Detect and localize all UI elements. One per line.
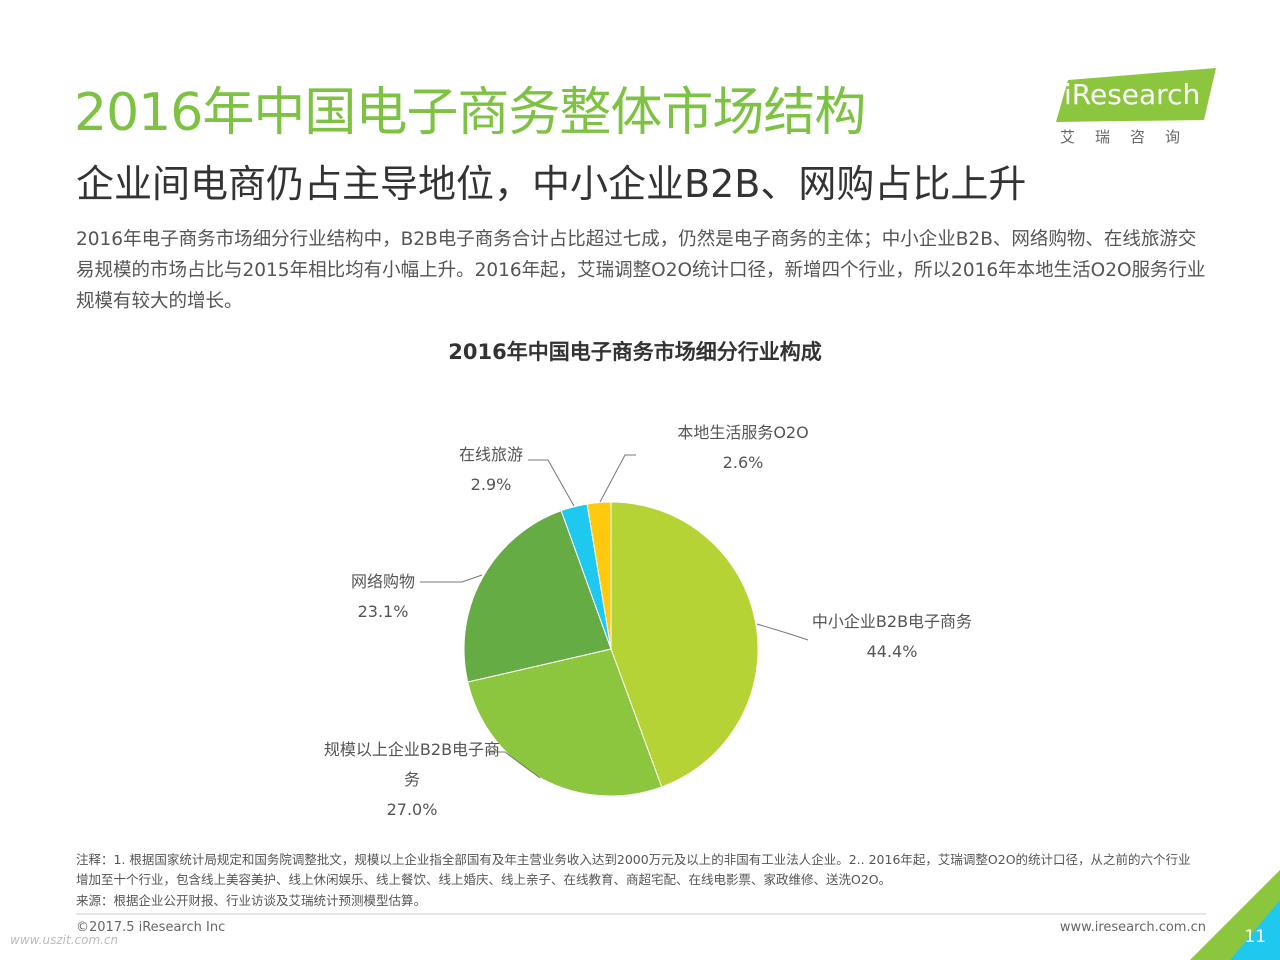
slice-label: 本地生活服务O2O [677,423,809,442]
chart-title: 2016年中国电子商务市场细分行业构成 [448,340,822,364]
page-number: 11 [1244,927,1266,947]
leader-line [486,751,541,779]
slice-label: 规模以上企业B2B电子商务 [323,740,501,789]
pie-slice [610,501,759,788]
slice-value: 2.6% [722,453,764,472]
slice-label: 中小企业B2B电子商务 [811,612,973,631]
title: 2016年中国电子商务整体市场结构 [74,83,866,143]
copyright: ©2017.5 iResearch Inc [76,920,226,935]
slice-value: 27.0% [386,800,438,819]
pie-slice [463,510,612,683]
slice-value: 44.4% [866,642,918,661]
pie [420,454,809,797]
leader-line [420,574,483,583]
leader-line [528,459,575,507]
pie-slice [467,648,663,797]
slice-value: 23.1% [357,602,409,621]
leader-line [756,623,809,641]
watermark: www.uszit.com.cn [10,933,119,947]
subtitle: 企业间电商仍占主导地位，中小企业B2B、网购占比上升 [76,162,1027,206]
logo-text: iResearch [1064,78,1201,111]
note: 注释：1. 根据国家统计局规定和国务院调整批文，规模以上企业指全部国有及年主营业… [76,852,1191,887]
slice-value: 2.9% [470,475,512,494]
slice-label: 在线旅游 [458,445,523,464]
website: www.iresearch.com.cn [1059,920,1206,935]
slice-label: 网络购物 [350,572,415,591]
pie-slice [586,501,612,650]
paragraph: 2016年电子商务市场细分行业结构中，B2B电子商务合计占比超过七成，仍然是电子… [76,229,1206,312]
leader-line [599,454,636,503]
source: 来源：根据企业公开财报、行业访谈及艾瑞统计预测模型估算。 [76,893,427,908]
logo-shape [1056,68,1216,122]
logo-sub: 艾瑞咨询 [1060,128,1201,146]
corner [1230,900,1280,960]
